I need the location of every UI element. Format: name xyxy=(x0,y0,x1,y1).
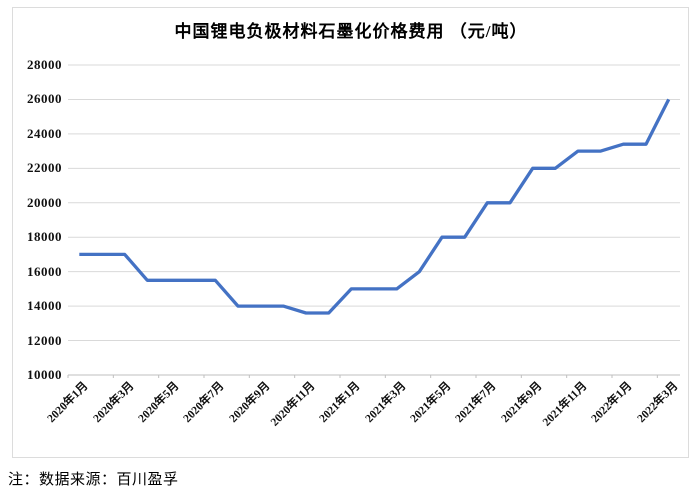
y-axis-tick-label: 22000 xyxy=(27,160,62,176)
y-axis-tick-label: 12000 xyxy=(27,332,62,348)
y-axis-tick-label: 28000 xyxy=(27,57,62,72)
y-axis-tick-label: 24000 xyxy=(27,125,62,141)
y-axis-tick-label: 26000 xyxy=(27,91,62,107)
chart-title: 中国锂电负极材料石墨化价格费用 （元/吨） xyxy=(174,22,528,41)
y-axis-tick-label: 18000 xyxy=(27,229,62,245)
y-axis-tick-label: 14000 xyxy=(27,298,62,314)
y-axis-tick-label: 20000 xyxy=(27,194,62,210)
y-axis-tick-label: 16000 xyxy=(27,263,62,279)
price-line xyxy=(79,98,671,315)
y-axis-tick-label: 10000 xyxy=(27,367,62,382)
chart-border-frame xyxy=(12,7,689,458)
data-source-note: 注：数据来源：百川盈孚 xyxy=(8,472,179,488)
